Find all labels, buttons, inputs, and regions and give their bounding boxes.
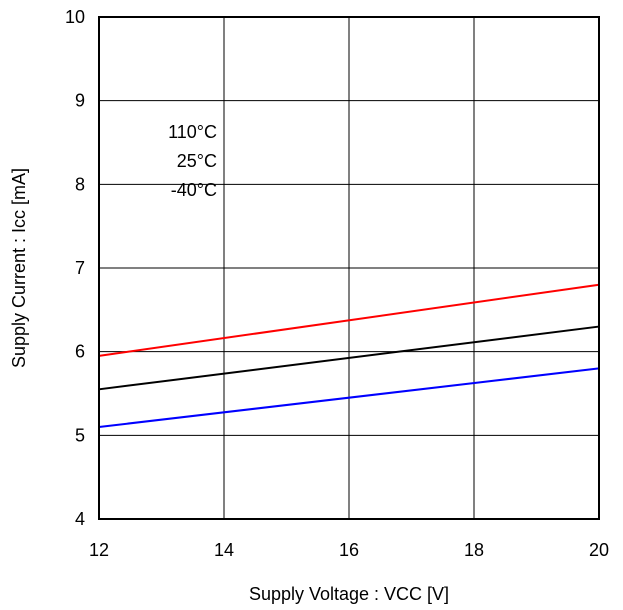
series-line-2 [98, 367, 600, 428]
y-axis-label: Supply Current : Icc [mA] [9, 168, 29, 368]
series-line-1 [98, 325, 600, 391]
y-tick-label: 8 [75, 174, 85, 194]
series-layer [98, 283, 600, 428]
y-tick-label: 5 [75, 425, 85, 445]
x-tick-label: 18 [464, 540, 484, 560]
grid [99, 17, 599, 519]
legend-entry-1: 25°C [177, 151, 217, 171]
y-tick-label: 6 [75, 342, 85, 362]
legend: 110°C 25°C -40°C [168, 122, 217, 200]
x-axis-label: Supply Voltage : VCC [V] [249, 584, 449, 604]
x-tick-label: 16 [339, 540, 359, 560]
plot-frame [98, 16, 600, 520]
tick-labels: 12 14 16 18 20 4 5 6 7 8 9 10 [65, 7, 609, 560]
x-tick-label: 20 [589, 540, 609, 560]
y-tick-label: 7 [75, 258, 85, 278]
y-tick-label: 10 [65, 7, 85, 27]
x-tick-label: 12 [89, 540, 109, 560]
y-tick-label: 4 [75, 509, 85, 529]
legend-entry-2: -40°C [171, 180, 217, 200]
x-tick-label: 14 [214, 540, 234, 560]
legend-entry-0: 110°C [168, 122, 217, 142]
y-tick-label: 9 [75, 91, 85, 111]
series-line-0 [98, 283, 600, 357]
